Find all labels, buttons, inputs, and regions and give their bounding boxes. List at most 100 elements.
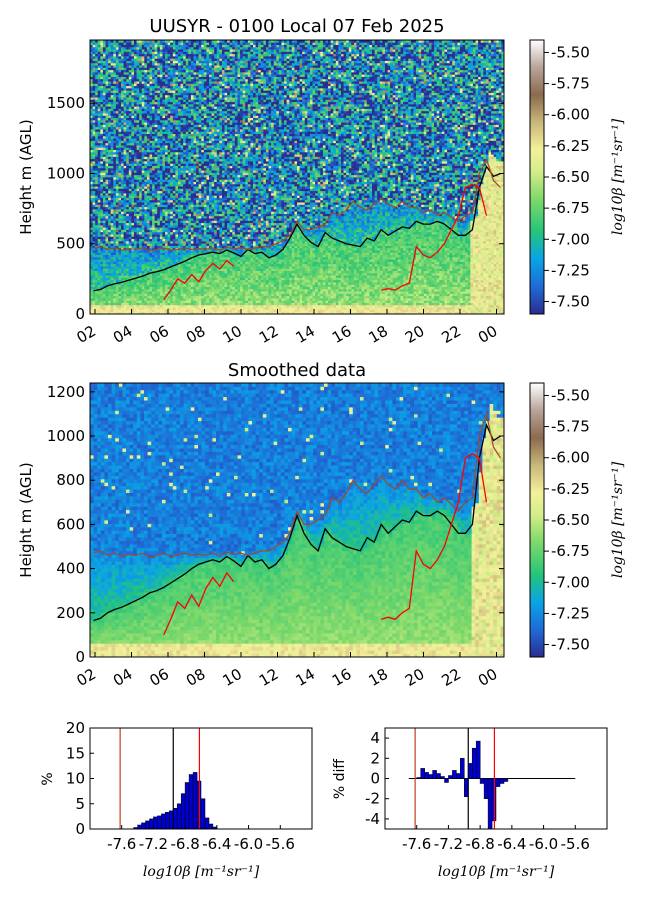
colorbar-tick-label: -6.50 xyxy=(551,511,590,529)
x-tick-label: 02 xyxy=(73,322,99,347)
bar xyxy=(495,778,501,787)
x-tick-label: 12 xyxy=(256,665,282,690)
bar xyxy=(475,740,481,779)
colorbar-tick-label: -5.75 xyxy=(551,75,590,93)
y-tick-label: 5 xyxy=(75,795,85,813)
x-tick-label: -7.2 xyxy=(434,835,463,853)
bar xyxy=(180,793,186,830)
y-tick-label: 800 xyxy=(56,471,85,489)
hist-bars xyxy=(119,728,218,830)
x-tick-label: 16 xyxy=(329,322,355,347)
y-tick-label: 500 xyxy=(56,235,85,253)
bar xyxy=(499,778,505,784)
smooth-y-ticks: 0 200 400 600 800 1000 1200 xyxy=(47,383,504,666)
x-tick-label: -6.0 xyxy=(529,835,558,853)
y-tick-label: 1000 xyxy=(47,164,85,182)
colorbar-tick-label: -7.00 xyxy=(551,230,590,248)
x-tick-label: -7.6 xyxy=(107,835,136,853)
colorbar-tick-label: -7.25 xyxy=(551,604,590,622)
x-tick-label: -6.4 xyxy=(497,835,526,853)
bar xyxy=(161,813,166,830)
bar xyxy=(456,773,461,779)
black-line xyxy=(93,422,501,622)
colorbar-tick-label: -6.75 xyxy=(551,199,590,217)
x-tick-label: 18 xyxy=(365,665,391,690)
bar xyxy=(165,812,170,830)
colorbar-tick-label: -7.00 xyxy=(551,573,590,591)
smooth-y-axis-label: Height m (AGL) xyxy=(17,462,35,577)
brown-line xyxy=(93,411,502,559)
diff-x-axis-label: log10β [m⁻¹sr⁻¹] xyxy=(438,864,555,880)
diff-y-axis-label: % diff xyxy=(332,759,348,800)
y-tick-label: -2 xyxy=(365,790,380,808)
raw-heatmap xyxy=(90,40,504,314)
bar xyxy=(479,778,485,784)
y-tick-label: 0 xyxy=(75,648,85,666)
raw-lines xyxy=(93,157,501,301)
bar xyxy=(208,823,214,830)
y-tick-label: 400 xyxy=(56,560,85,578)
x-tick-label: 08 xyxy=(183,322,209,347)
raw-plot-frame xyxy=(89,39,505,315)
y-tick-label: 600 xyxy=(56,515,85,533)
colorbar-label: log10β [m⁻¹sr⁻¹] xyxy=(610,118,626,235)
bar xyxy=(149,818,154,830)
bar xyxy=(141,822,146,830)
y-tick-label: 0 xyxy=(75,305,85,323)
bar xyxy=(188,774,194,830)
colorbar-bar xyxy=(529,39,545,315)
colorbar-tick-label: -6.25 xyxy=(551,137,590,155)
diff-bars xyxy=(408,728,576,830)
x-tick-label: -7.2 xyxy=(139,835,168,853)
x-tick-label: -5.6 xyxy=(266,835,295,853)
x-tick-label: 06 xyxy=(146,665,172,690)
x-tick-label: 10 xyxy=(219,322,245,347)
x-tick-label: 20 xyxy=(402,665,428,690)
x-tick-label: 14 xyxy=(292,665,318,690)
x-tick-label: 14 xyxy=(292,322,318,347)
hist-x-axis-label: log10β [m⁻¹sr⁻¹] xyxy=(143,864,260,880)
smooth-x-ticks: 02 04 06 08 10 12 14 16 18 20 22 00 xyxy=(73,652,501,690)
bar xyxy=(184,782,190,830)
hist-y-axis-label: % xyxy=(40,772,56,785)
x-tick-label: 22 xyxy=(438,665,464,690)
bar xyxy=(436,773,441,779)
colorbar-tick-label: -6.50 xyxy=(551,168,590,186)
bar xyxy=(137,824,142,830)
y-tick-label: 0 xyxy=(370,770,380,788)
bar xyxy=(444,778,449,783)
bar xyxy=(176,803,182,830)
y-tick-label: 1200 xyxy=(47,383,85,401)
colorbar-tick-label: -5.75 xyxy=(551,418,590,436)
y-tick-label: 1500 xyxy=(47,94,85,112)
colorbar-bar xyxy=(529,382,545,658)
y-tick-label: 10 xyxy=(66,770,85,788)
raw-y-axis-label: Height m (AGL) xyxy=(17,119,35,234)
y-tick-label: 4 xyxy=(370,729,380,747)
x-tick-label: 12 xyxy=(256,322,282,347)
colorbar-tick-label: -6.00 xyxy=(551,106,590,124)
bar xyxy=(420,768,425,779)
x-tick-label: 08 xyxy=(183,665,209,690)
x-tick-label: 16 xyxy=(329,665,355,690)
colorbar-label: log10β [m⁻¹sr⁻¹] xyxy=(610,461,626,578)
bar xyxy=(153,816,158,830)
bar xyxy=(440,776,445,779)
x-tick-label: 00 xyxy=(475,322,501,347)
brown-line xyxy=(93,157,501,252)
bar xyxy=(432,770,437,779)
bar xyxy=(192,772,198,830)
x-tick-label: 10 xyxy=(219,665,245,690)
colorbar-tick-label: -6.00 xyxy=(551,449,590,467)
bar xyxy=(483,778,489,799)
colorbar-tick-label: -6.25 xyxy=(551,480,590,498)
bar xyxy=(145,820,150,830)
bar xyxy=(487,778,493,830)
x-tick-label: 04 xyxy=(110,665,136,690)
colorbar-tick-label: -5.50 xyxy=(551,43,590,61)
x-tick-label: 20 xyxy=(402,322,428,347)
y-tick-label: 1000 xyxy=(47,427,85,445)
y-tick-label: -4 xyxy=(365,810,380,828)
red-line xyxy=(381,183,488,291)
bar xyxy=(452,770,457,779)
